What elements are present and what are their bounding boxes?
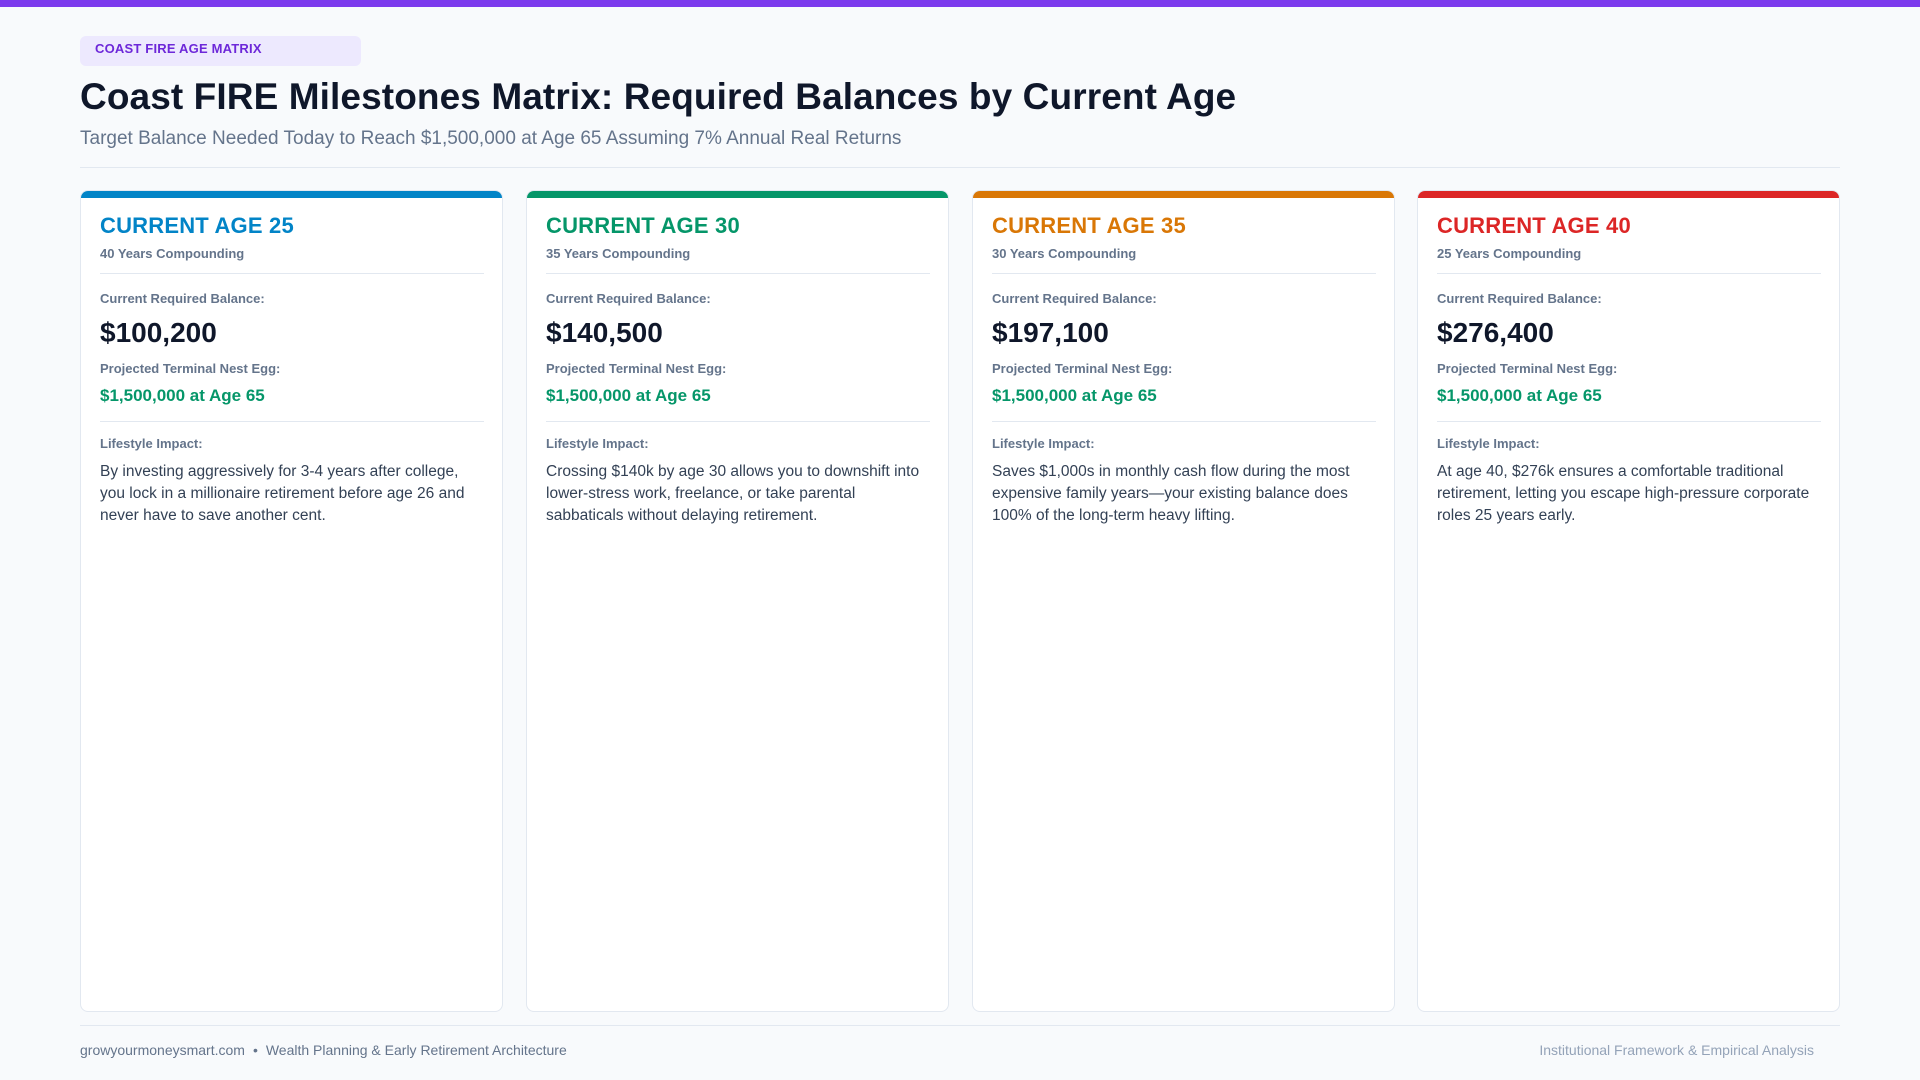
card-age-35: CURRENT AGE 35 30 Years Compounding Curr… xyxy=(972,190,1395,1012)
required-balance: $197,100 xyxy=(992,317,1109,348)
page-title: Coast FIRE Milestones Matrix: Required B… xyxy=(80,76,1237,117)
card-divider xyxy=(1437,421,1821,422)
card-divider xyxy=(992,273,1376,274)
footer-divider xyxy=(80,1025,1840,1026)
card-age-40: CURRENT AGE 40 25 Years Compounding Curr… xyxy=(1417,190,1840,1012)
card-years: 30 Years Compounding xyxy=(992,246,1137,261)
footer-left: growyourmoneysmart.com • Wealth Planning &… xyxy=(80,1042,567,1058)
card-divider xyxy=(546,421,930,422)
nest-egg-value: $1,500,000 at Age 65 xyxy=(1437,386,1602,405)
impact-label: Lifestyle Impact: xyxy=(546,436,649,451)
impact-text: Saves $1,000s in monthly cash flow durin… xyxy=(992,463,1350,524)
card-years: 35 Years Compounding xyxy=(546,246,691,261)
card-accent-stripe xyxy=(81,191,502,198)
required-balance: $276,400 xyxy=(1437,317,1554,348)
card-age-25: CURRENT AGE 25 40 Years Compounding Curr… xyxy=(80,190,503,1012)
card-accent-stripe xyxy=(1418,191,1839,198)
nest-egg-value: $1,500,000 at Age 65 xyxy=(992,386,1157,405)
card-accent-stripe xyxy=(527,191,948,198)
card-age-30: CURRENT AGE 30 35 Years Compounding Curr… xyxy=(526,190,949,1012)
top-accent-bar xyxy=(0,0,1920,7)
card-divider xyxy=(546,273,930,274)
age-cards: CURRENT AGE 25 40 Years Compounding Curr… xyxy=(80,190,1840,1012)
required-balance: $100,200 xyxy=(100,317,217,348)
impact-text: By investing aggressively for 3-4 years … xyxy=(100,463,465,524)
card-age-title: CURRENT AGE 40 xyxy=(1437,213,1631,238)
card-divider xyxy=(1437,273,1821,274)
impact-label: Lifestyle Impact: xyxy=(100,436,203,451)
impact-label: Lifestyle Impact: xyxy=(1437,436,1540,451)
card-age-title: CURRENT AGE 25 xyxy=(100,213,294,238)
impact-label: Lifestyle Impact: xyxy=(992,436,1095,451)
header-divider xyxy=(80,167,1840,168)
balance-label: Current Required Balance: xyxy=(992,291,1157,306)
nest-egg-label: Projected Terminal Nest Egg: xyxy=(992,361,1173,376)
footer-site: growyourmoneysmart.com xyxy=(80,1042,245,1058)
card-divider xyxy=(992,421,1376,422)
impact-text: At age 40, $276k ensures a comfortable t… xyxy=(1437,463,1810,524)
nest-egg-label: Projected Terminal Nest Egg: xyxy=(546,361,727,376)
page-subtitle: Target Balance Needed Today to Reach $1,… xyxy=(80,128,902,149)
footer-separator: • xyxy=(252,1042,258,1058)
footer-tagline: Wealth Planning & Early Retirement Archi… xyxy=(265,1042,567,1058)
card-divider xyxy=(100,273,484,274)
card-divider xyxy=(100,421,484,422)
required-balance: $140,500 xyxy=(546,317,663,348)
card-years: 25 Years Compounding xyxy=(1437,246,1582,261)
page: COAST FIRE AGE MATRIX Coast FIRE Milesto… xyxy=(80,0,1840,1080)
balance-label: Current Required Balance: xyxy=(1437,291,1602,306)
card-years: 40 Years Compounding xyxy=(100,246,245,261)
footer-right: Institutional Framework & Empirical Anal… xyxy=(1539,1042,1814,1058)
balance-label: Current Required Balance: xyxy=(546,291,711,306)
nest-egg-value: $1,500,000 at Age 65 xyxy=(546,386,711,405)
card-age-title: CURRENT AGE 35 xyxy=(992,213,1186,238)
card-accent-stripe xyxy=(973,191,1394,198)
impact-text: Crossing $140k by age 30 allows you to d… xyxy=(546,463,920,524)
nest-egg-label: Projected Terminal Nest Egg: xyxy=(1437,361,1618,376)
card-age-title: CURRENT AGE 30 xyxy=(546,213,740,238)
balance-label: Current Required Balance: xyxy=(100,291,265,306)
nest-egg-value: $1,500,000 at Age 65 xyxy=(100,386,265,405)
nest-egg-label: Projected Terminal Nest Egg: xyxy=(100,361,281,376)
section-badge: COAST FIRE AGE MATRIX xyxy=(80,36,361,66)
